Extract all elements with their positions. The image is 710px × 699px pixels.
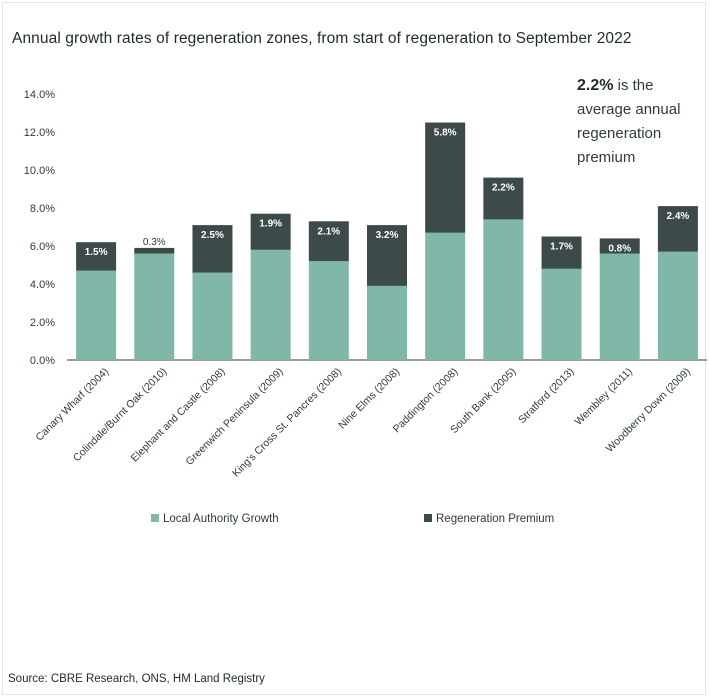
callout-note: 2.2% is the average annual regeneration …: [577, 74, 697, 170]
bar-local-authority-growth: [599, 253, 640, 360]
bar-regeneration-premium: [657, 206, 698, 252]
bar-regeneration-premium: [425, 122, 466, 233]
category-label: Wembley (2011): [573, 366, 635, 428]
y-tick-label: 0.0%: [30, 355, 55, 367]
data-label: 2.4%: [667, 211, 690, 222]
category-label: Elephant and Castle (2008): [129, 366, 228, 465]
source-note: Source: CBRE Research, ONS, HM Land Regi…: [8, 673, 265, 685]
bar-local-authority-growth: [250, 249, 291, 360]
bar-regeneration-premium: [134, 247, 175, 254]
bar-local-authority-growth: [367, 285, 407, 360]
bar-local-authority-growth: [541, 268, 582, 360]
y-tick-label: 4.0%: [30, 279, 55, 291]
bar-regeneration-premium: [599, 238, 640, 254]
callout-text: is the average annual regeneration premi…: [577, 77, 681, 166]
bar-regeneration-premium: [308, 221, 349, 262]
category-label: Greenwich Peninsula (2009): [184, 366, 286, 468]
data-label: 1.5%: [85, 247, 108, 258]
data-label: 0.8%: [608, 243, 631, 254]
bar-local-authority-growth: [425, 232, 466, 360]
bar-local-authority-growth: [308, 261, 349, 360]
legend-label: Regeneration Premium: [436, 513, 554, 525]
y-tick-label: 2.0%: [30, 317, 55, 329]
y-tick-label: 6.0%: [30, 241, 55, 253]
bar-local-authority-growth: [483, 219, 524, 360]
y-tick-label: 8.0%: [30, 203, 55, 215]
bar-regeneration-premium: [367, 225, 407, 286]
category-label: Colindale/Burnt Oak (2010): [71, 366, 169, 464]
category-label: Nine Elms (2008): [336, 366, 402, 432]
data-label: 1.9%: [259, 219, 282, 230]
data-label: 2.1%: [317, 226, 340, 237]
chart-title: Annual growth rates of regeneration zone…: [12, 30, 632, 47]
bar-regeneration-premium: [192, 225, 233, 273]
data-label: 3.2%: [376, 230, 399, 241]
bar-local-authority-growth: [657, 251, 698, 360]
data-label: 0.3%: [143, 237, 166, 248]
legend-swatch: [151, 514, 159, 522]
y-tick-label: 14.0%: [24, 89, 55, 101]
legend-label: Local Authority Growth: [163, 513, 279, 525]
legend-swatch: [424, 514, 432, 522]
callout-highlight: 2.2%: [577, 77, 614, 94]
bar-regeneration-premium: [250, 213, 291, 250]
data-label: 2.5%: [201, 230, 224, 241]
category-label: King's Cross St. Pancres (2008): [230, 366, 344, 480]
bar-local-authority-growth: [76, 270, 117, 360]
category-label: South Bank (2005): [448, 366, 518, 436]
y-tick-label: 10.0%: [24, 165, 55, 177]
bar-regeneration-premium: [541, 236, 582, 269]
category-label: Stratford (2013): [516, 366, 576, 426]
bar-regeneration-premium: [483, 177, 524, 220]
bar-regeneration-premium: [76, 242, 117, 271]
y-tick-label: 12.0%: [24, 127, 55, 139]
data-label: 2.2%: [492, 183, 515, 194]
bar-local-authority-growth: [192, 272, 233, 360]
data-label: 1.7%: [550, 242, 573, 253]
data-label: 5.8%: [434, 128, 457, 139]
bar-local-authority-growth: [134, 253, 175, 360]
